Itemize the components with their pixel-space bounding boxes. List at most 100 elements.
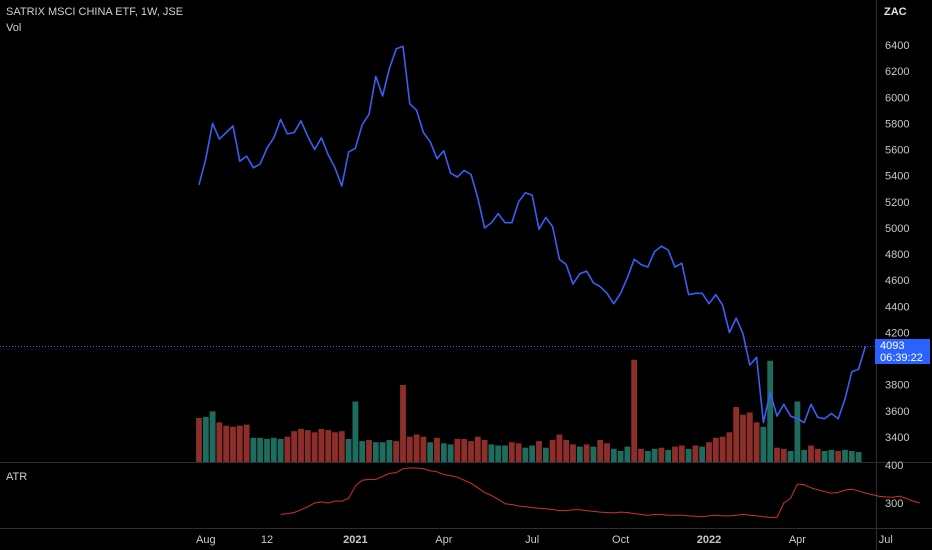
time-tick-label: Apr xyxy=(435,534,452,546)
volume-bar xyxy=(366,440,372,462)
volume-bar xyxy=(780,448,787,462)
volume-bar xyxy=(359,441,366,462)
volume-bar xyxy=(787,451,794,462)
time-tick-label: Jul xyxy=(879,534,893,546)
volume-bar xyxy=(542,447,549,462)
chart-title: SATRIX MSCI CHINA ETF, 1W, JSE xyxy=(6,6,184,18)
volume-bar xyxy=(298,429,304,462)
volume-bar xyxy=(461,438,468,462)
price-tick-label: 5000 xyxy=(885,223,909,235)
time-tick-label: Aug xyxy=(196,534,216,546)
volume-bar xyxy=(332,432,338,462)
volume-bar xyxy=(658,447,665,462)
volume-bar xyxy=(474,436,481,462)
volume-bar xyxy=(692,445,699,462)
volume-bar xyxy=(440,443,447,462)
volume-bar xyxy=(712,437,719,462)
time-tick-label: 12 xyxy=(261,534,273,546)
volume-bar xyxy=(420,436,427,462)
volume-label: Vol xyxy=(6,22,22,34)
volume-bar xyxy=(277,438,284,462)
volume-bar xyxy=(311,432,318,462)
volume-bar xyxy=(808,445,814,462)
volume-bar xyxy=(481,440,488,462)
volume-bar xyxy=(223,425,230,462)
volume-bar xyxy=(814,448,821,462)
price-line xyxy=(198,45,867,424)
volume-bar xyxy=(318,429,325,462)
volume-bar xyxy=(202,416,209,462)
volume-bar xyxy=(413,434,420,462)
volume-bar xyxy=(672,446,678,462)
price-tick-label: 6400 xyxy=(885,40,909,52)
time-tick-label: Jul xyxy=(525,534,539,546)
volume-bar xyxy=(801,449,808,462)
volume-bar xyxy=(508,442,515,462)
volume-bar xyxy=(638,448,644,462)
volume-bar xyxy=(563,440,570,462)
volume-bar xyxy=(372,442,379,462)
volume-bar xyxy=(352,401,359,462)
volume-bar xyxy=(400,385,406,462)
volume-bar xyxy=(270,437,277,462)
volume-bar xyxy=(699,446,706,462)
volume-bar xyxy=(502,445,508,462)
price-tick-label: 5400 xyxy=(885,171,909,183)
volume-bar xyxy=(304,430,311,462)
volume-bar xyxy=(835,451,842,462)
volume-bar xyxy=(610,448,617,462)
volume-bar xyxy=(549,440,556,462)
volume-bar xyxy=(243,424,250,462)
volume-bar xyxy=(719,436,726,462)
volume-bar xyxy=(495,445,502,462)
atr-tick-label: 300 xyxy=(885,498,903,510)
volume-bar xyxy=(434,437,440,462)
volume-bar xyxy=(774,447,780,462)
volume-bar xyxy=(740,414,746,462)
price-tick-label: 4400 xyxy=(885,301,909,313)
volume-bar xyxy=(570,444,576,462)
volume-bar xyxy=(522,447,529,462)
price-tick-label: 3800 xyxy=(885,380,909,392)
volume-bar xyxy=(556,434,563,462)
volume-bar xyxy=(386,440,393,462)
time-tick-label: Apr xyxy=(789,534,806,546)
atr-tick-label: 400 xyxy=(885,460,903,472)
volume-bar xyxy=(406,436,413,462)
volume-bar xyxy=(583,444,590,462)
volume-bar xyxy=(250,437,257,462)
time-tick-label: 2021 xyxy=(343,534,367,546)
volume-bar xyxy=(760,426,767,462)
price-tick-label: 4800 xyxy=(885,249,909,261)
price-tick-label: 4200 xyxy=(885,327,909,339)
volume-bar xyxy=(848,451,855,462)
price-tick-label: 6000 xyxy=(885,92,909,104)
time-tick-label: Oct xyxy=(612,534,629,546)
volume-bar xyxy=(196,418,202,462)
volume-bar xyxy=(821,451,828,462)
volume-bar xyxy=(590,446,597,462)
volume-bar xyxy=(794,401,801,462)
volume-bar xyxy=(733,407,740,462)
atr-label: ATR xyxy=(6,471,28,483)
volume-bar xyxy=(726,432,733,462)
countdown-timer: 06:39:22 xyxy=(880,352,923,364)
volume-bar xyxy=(665,449,672,462)
volume-bar xyxy=(325,430,332,462)
volume-bar xyxy=(842,449,848,462)
volume-bar xyxy=(678,445,685,462)
volume-bar xyxy=(236,425,243,462)
price-tick-label: 5800 xyxy=(885,118,909,130)
volume-bar xyxy=(706,442,712,462)
volume-bar xyxy=(536,441,542,462)
volume-bar xyxy=(624,446,631,462)
volume-bar xyxy=(685,448,692,462)
price-tick-label: 5200 xyxy=(885,197,909,209)
price-tick-label: 4600 xyxy=(885,275,909,287)
price-tick-label: 3600 xyxy=(885,406,909,418)
volume-bar xyxy=(230,426,236,462)
volume-bar xyxy=(338,431,345,462)
volume-bar xyxy=(447,444,454,462)
currency-label: ZAC xyxy=(884,6,907,18)
